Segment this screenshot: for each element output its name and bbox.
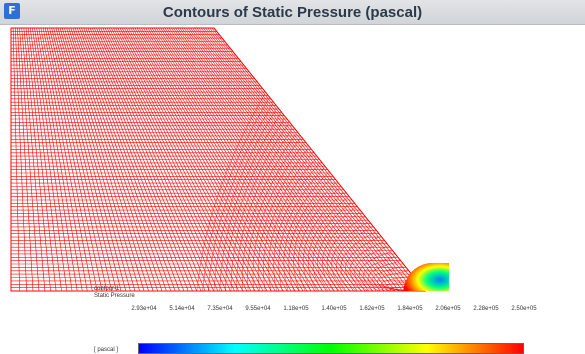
colormap-legend[interactable]: contour-1 Static Pressure 2.93e+04 5.14e+… <box>94 286 537 354</box>
mesh-refined-region <box>196 93 420 292</box>
low-pressure-region <box>403 263 449 291</box>
mesh-grid-lines <box>10 27 426 292</box>
legend-tick-label: 1.40e+05 <box>321 306 347 312</box>
legend-tick-label: 1.84e+05 <box>397 306 423 312</box>
legend-units: [ pascal ] <box>94 347 119 353</box>
legend-tick-label: 2.06e+05 <box>435 306 461 312</box>
legend-tick-label: 9.55e+04 <box>245 306 271 312</box>
legend-contour-name: contour-1 <box>94 286 120 292</box>
contour-mesh-plot <box>10 27 449 292</box>
legend-quantity: Static Pressure <box>94 293 135 299</box>
legend-tick-labels: 2.93e+04 5.14e+04 7.35e+04 9.55e+04 1.18e+05… <box>94 306 537 316</box>
legend-tick-label: 5.14e+04 <box>169 306 195 312</box>
window-title: Contours of Static Pressure (pascal) <box>162 4 423 21</box>
legend-tick-label: 1.62e+05 <box>359 306 385 312</box>
legend-tick-label: 2.50e+05 <box>511 306 537 312</box>
fluent-app-icon[interactable]: F <box>4 3 20 19</box>
legend-tick-label: 7.35e+04 <box>207 306 233 312</box>
legend-tick-label: 2.93e+04 <box>131 306 157 312</box>
title-bar: F Contours of Static Pressure (pascal) <box>0 0 585 25</box>
legend-tick-label: 2.28e+05 <box>473 306 499 312</box>
graphics-viewport[interactable] <box>0 25 585 354</box>
legend-colorbar <box>138 343 524 354</box>
legend-tick-label: 1.18e+05 <box>283 306 309 312</box>
